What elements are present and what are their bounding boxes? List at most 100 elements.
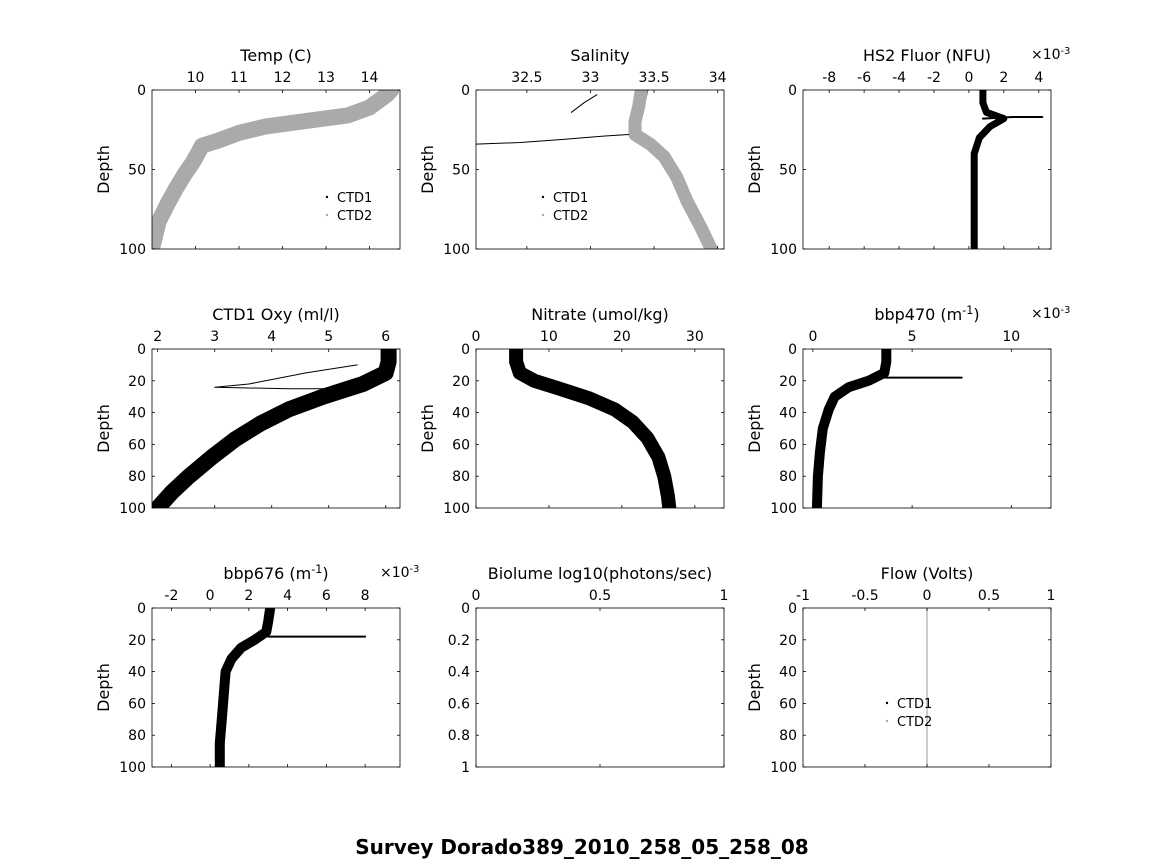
y-tick-label: 40 xyxy=(779,665,797,681)
series-group-temp xyxy=(152,90,400,249)
y-tick-label: 100 xyxy=(770,242,797,258)
y-tick-label: 0.6 xyxy=(448,696,470,712)
axis-multiplier: ×10-3 xyxy=(1031,305,1070,323)
y-tick-label: 0.4 xyxy=(448,665,470,681)
legend-marker xyxy=(325,195,329,199)
y-tick-label: 50 xyxy=(779,163,797,179)
x-tick-label: 0 xyxy=(206,588,215,604)
x-tick-label: -1 xyxy=(796,588,810,604)
y-axis-label: Depth xyxy=(418,145,437,194)
series-group-salinity xyxy=(476,90,719,249)
x-tick-label: 0.5 xyxy=(978,588,1000,604)
x-tick-label: 1 xyxy=(1047,588,1056,604)
y-tick-label: 100 xyxy=(443,501,470,517)
legend: CTD1 CTD2 xyxy=(541,191,588,224)
y-tick-label: 0 xyxy=(788,342,797,358)
panel-title: Salinity xyxy=(570,46,629,65)
legend: CTD1 CTD2 xyxy=(885,697,932,730)
y-tick-label: 60 xyxy=(779,437,797,453)
series-ctd2 xyxy=(628,90,718,249)
series-group-nitrate xyxy=(509,349,677,508)
series-ctd2 xyxy=(152,90,400,249)
y-tick-label: 100 xyxy=(119,242,146,258)
y-axis-label: Depth xyxy=(94,145,113,194)
x-tick-label: 12 xyxy=(274,70,292,86)
y-tick-label: 50 xyxy=(128,163,146,179)
legend-marker xyxy=(325,213,329,217)
x-tick-label: -0.5 xyxy=(851,588,878,604)
x-tick-label: 10 xyxy=(540,329,558,345)
y-tick-label: 100 xyxy=(770,501,797,517)
axis-multiplier: ×10-3 xyxy=(380,564,419,582)
x-tick-label: 5 xyxy=(908,329,917,345)
y-tick-label: 0 xyxy=(137,83,146,99)
y-tick-label: 40 xyxy=(452,406,470,422)
y-tick-label: 0 xyxy=(788,83,797,99)
y-tick-label: 50 xyxy=(452,163,470,179)
series-group-oxy xyxy=(152,349,397,508)
x-tick-label: 0 xyxy=(923,588,932,604)
x-tick-label: 10 xyxy=(187,70,205,86)
y-tick-label: 60 xyxy=(779,696,797,712)
y-tick-label: 0.8 xyxy=(448,728,470,744)
series-ctd1-excursion xyxy=(214,364,370,390)
x-tick-label: 0 xyxy=(808,329,817,345)
y-axis-label: Depth xyxy=(94,404,113,453)
x-tick-label: 30 xyxy=(686,329,704,345)
panel-title: bbp676 (m-1) xyxy=(223,563,328,584)
x-tick-label: 2 xyxy=(999,70,1008,86)
y-axis-label: Depth xyxy=(745,404,764,453)
y-tick-label: 80 xyxy=(779,469,797,485)
x-tick-label: 6 xyxy=(381,329,390,345)
x-tick-label: -4 xyxy=(892,70,906,86)
x-tick-label: 4 xyxy=(283,588,292,604)
x-tick-label: 4 xyxy=(267,329,276,345)
x-tick-label: 6 xyxy=(322,588,331,604)
series-group-fluor xyxy=(970,90,1044,249)
panel-title: Temp (C) xyxy=(239,46,311,65)
x-tick-label: -6 xyxy=(857,70,871,86)
legend-marker xyxy=(541,213,545,217)
x-tick-label: 33 xyxy=(582,70,600,86)
x-tick-label: 14 xyxy=(361,70,379,86)
y-tick-label: 0 xyxy=(461,601,470,617)
x-tick-label: 2 xyxy=(153,329,162,345)
figure-title: Survey Dorado389_2010_258_05_258_08 xyxy=(355,835,808,859)
legend-entry: CTD2 xyxy=(897,715,932,730)
y-tick-label: 60 xyxy=(128,437,146,453)
x-tick-label: 0 xyxy=(472,329,481,345)
panel-salinity: 32.5 33 33.5 34 0 50 100 Salinity Depth CTD1 CTD2 xyxy=(418,46,727,258)
y-tick-label: 20 xyxy=(779,374,797,390)
x-tick-label: 32.5 xyxy=(511,70,542,86)
series-bbp470 xyxy=(811,349,892,508)
y-tick-label: 40 xyxy=(128,406,146,422)
y-tick-label: 60 xyxy=(452,437,470,453)
axes-frame xyxy=(802,348,1052,509)
y-tick-label: 100 xyxy=(119,760,146,776)
y-tick-label: 0 xyxy=(461,83,470,99)
panel-title: bbp470 (m-1) xyxy=(874,304,979,325)
x-tick-label: 11 xyxy=(230,70,248,86)
y-tick-label: 20 xyxy=(452,374,470,390)
y-tick-label: 20 xyxy=(128,374,146,390)
y-tick-label: 1 xyxy=(461,760,470,776)
series-ctd1 xyxy=(152,349,397,508)
y-tick-label: 0 xyxy=(788,601,797,617)
legend-entry: CTD1 xyxy=(337,191,372,206)
y-tick-label: 0.2 xyxy=(448,633,470,649)
axis-multiplier: ×10-3 xyxy=(1031,46,1070,64)
legend-entry: CTD2 xyxy=(337,209,372,224)
x-tick-label: 0.5 xyxy=(589,588,611,604)
y-tick-label: 20 xyxy=(128,633,146,649)
y-tick-label: 100 xyxy=(443,242,470,258)
x-tick-label: 1 xyxy=(720,588,729,604)
panel-fluor: -8 -6 -4 -2 0 2 4 0 50 100 HS2 Fluor (NFU) ×10-3 Dep… xyxy=(745,46,1070,259)
y-tick-label: 80 xyxy=(779,728,797,744)
x-tick-label: 2 xyxy=(244,588,253,604)
legend-marker xyxy=(885,701,889,705)
panel-flow: -1 -0.5 0 0.5 1 0 20 40 60 80 100 Flow (Volts) Depth… xyxy=(745,564,1055,776)
x-tick-label: 20 xyxy=(613,329,631,345)
